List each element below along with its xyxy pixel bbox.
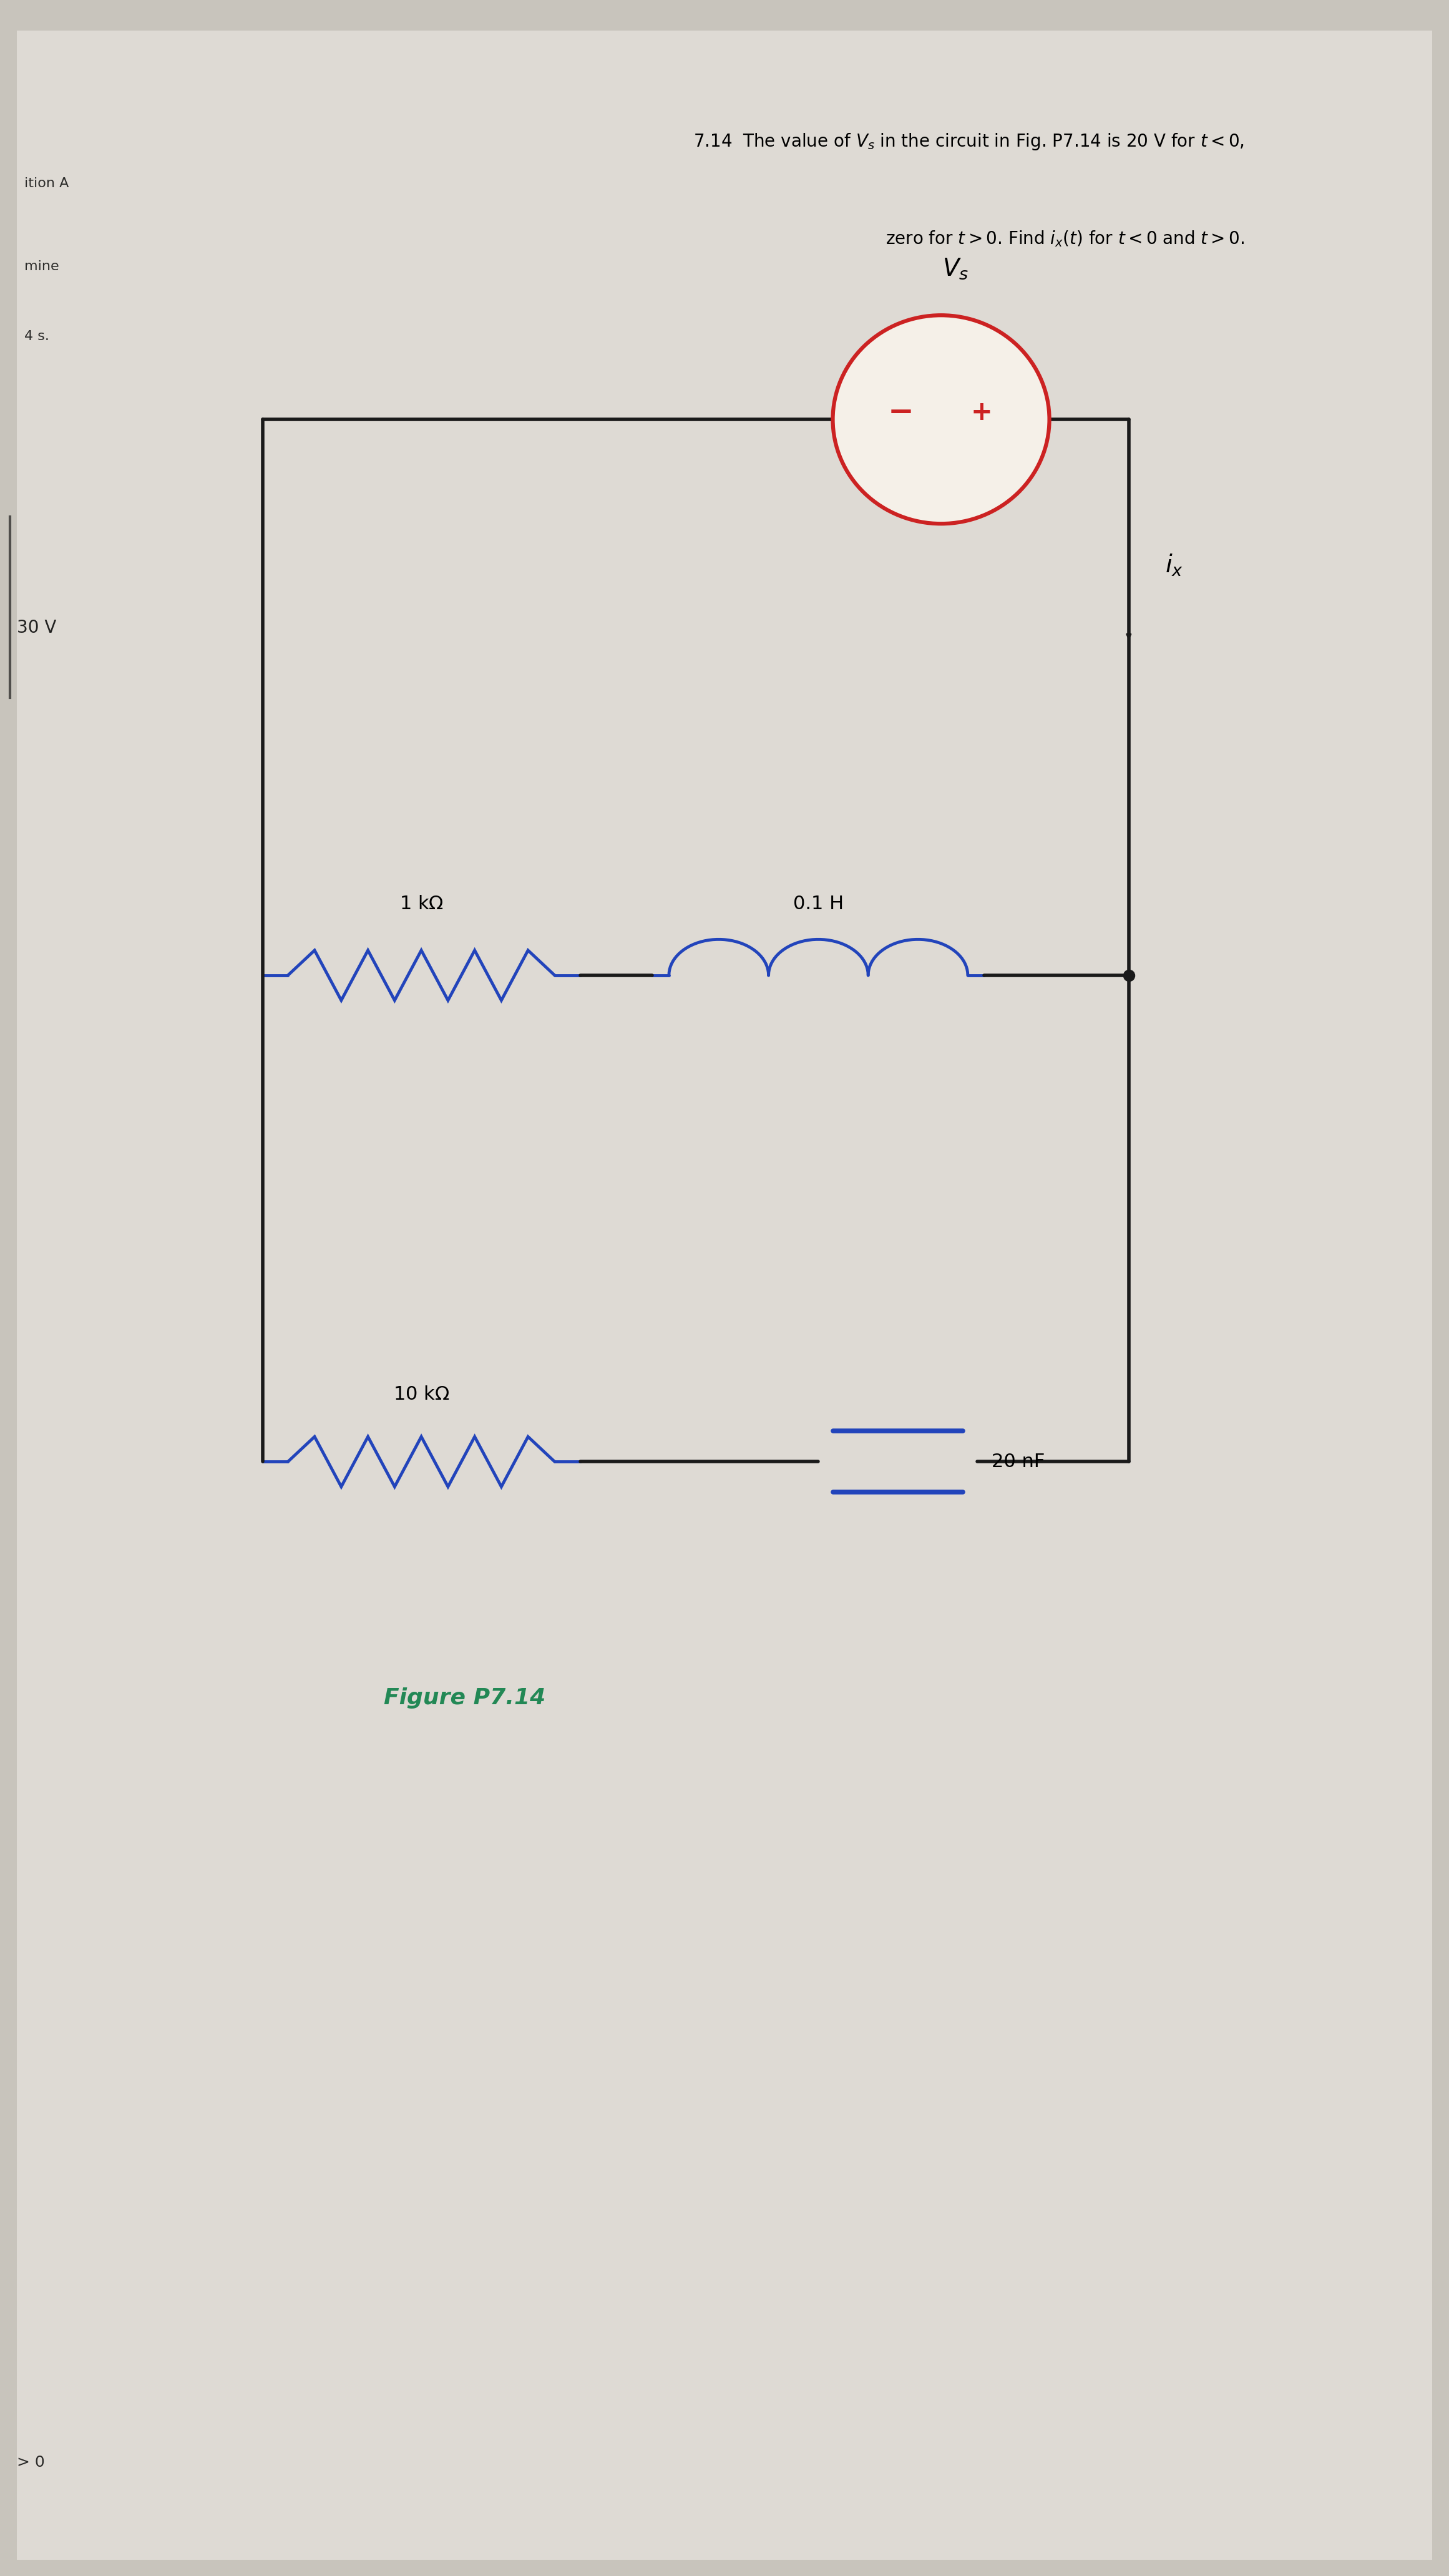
Text: $V_s$: $V_s$ [942,258,969,281]
Text: 20 nF: 20 nF [991,1453,1045,1471]
Text: zero for $t > 0$. Find $i_x(t)$ for $t < 0$ and $t > 0$.: zero for $t > 0$. Find $i_x(t)$ for $t <… [885,229,1245,247]
Text: Figure P7.14: Figure P7.14 [384,1687,545,1708]
Text: $i_x$: $i_x$ [1165,554,1182,577]
FancyBboxPatch shape [17,31,1432,2561]
Text: 30 V: 30 V [17,618,57,636]
Text: ition A: ition A [25,178,68,191]
Circle shape [833,314,1049,523]
Text: mine: mine [25,260,59,273]
Text: 7.14  The value of $V_s$ in the circuit in Fig. P7.14 is 20 V for $t < 0$,: 7.14 The value of $V_s$ in the circuit i… [693,131,1245,152]
Text: +: + [971,399,993,425]
Text: 10 k$\Omega$: 10 k$\Omega$ [393,1386,449,1404]
Text: −: − [888,397,914,428]
Text: 1 k$\Omega$: 1 k$\Omega$ [398,894,443,912]
Text: > 0: > 0 [17,2455,45,2470]
Text: 0.1 H: 0.1 H [793,894,843,912]
Text: 4 s.: 4 s. [25,330,49,343]
